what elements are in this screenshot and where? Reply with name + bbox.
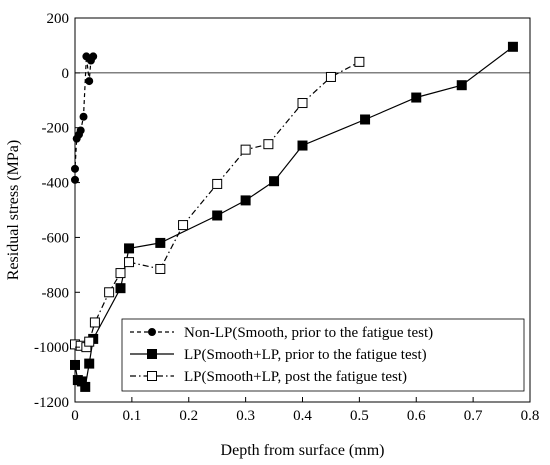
series-2-point — [70, 359, 80, 370]
x-axis-title: Depth from surface (mm) — [221, 442, 385, 459]
x-tick-label: 0.6 — [407, 408, 426, 424]
y-tick-label: -600 — [42, 230, 70, 246]
legend-box — [121, 318, 525, 392]
axis-layer: 0 0.1 0.2 0.3 0.4 0.5 0.6 0.7 0.8 200 0 -200 -400 -60… — [34, 11, 539, 424]
series-3-point — [212, 178, 223, 189]
y-tick-label: -400 — [42, 176, 70, 192]
legend-marker-1 — [148, 328, 156, 336]
series-1-point — [79, 112, 88, 121]
series-2-point — [507, 41, 518, 52]
legend-label-2: LP(Smooth+LP, prior to the fatigue test) — [184, 347, 427, 363]
series-3-point — [297, 98, 308, 109]
series-1-point — [71, 164, 79, 173]
series-2 — [70, 41, 518, 392]
series-1-point — [71, 175, 79, 184]
series-3-point — [354, 56, 365, 67]
series-2-point — [212, 210, 223, 221]
series-2-point — [84, 358, 95, 369]
y-tick-label: -200 — [42, 121, 70, 137]
legend-label-1: Non-LP(Smooth, prior to the fatigue test… — [184, 325, 433, 341]
y-tick-label: -1000 — [34, 340, 69, 356]
series-3-line — [74, 61, 360, 348]
x-tick-label: 0.4 — [293, 408, 312, 424]
series-3-point — [263, 139, 274, 150]
y-tick-label: -1200 — [34, 395, 69, 411]
series-3 — [70, 56, 365, 353]
y-tick-label: 0 — [62, 66, 70, 82]
series-3-point — [325, 71, 336, 82]
series-2-point — [80, 381, 91, 392]
series-1-point — [76, 126, 85, 135]
x-tick-label: 0.7 — [464, 408, 483, 424]
series-2-point — [155, 237, 166, 248]
y-axis-title: Residual stress (MPa) — [5, 140, 22, 280]
x-tick-label: 0 — [71, 408, 79, 424]
series-1-point — [89, 52, 98, 61]
series-2-point — [115, 283, 126, 294]
series-2-point — [360, 114, 371, 125]
y-tick-label: -800 — [42, 285, 70, 301]
legend-marker-3 — [147, 371, 157, 381]
series-3-point — [89, 317, 100, 328]
series-2-point — [297, 140, 308, 151]
series-3-point — [84, 336, 95, 347]
legend-marker-2 — [147, 349, 157, 359]
series-3-point — [155, 263, 166, 274]
legend-label-3: LP(Smooth+LP, post the fatigue test) — [184, 369, 407, 385]
series-1 — [71, 52, 98, 184]
legend: Non-LP(Smooth, prior to the fatigue test… — [121, 318, 525, 392]
series-3-point — [124, 257, 135, 268]
x-tick-label: 0.2 — [179, 408, 198, 424]
x-tick-label: 0.8 — [521, 408, 540, 424]
y-tick-label: 200 — [47, 11, 70, 27]
series-1-point — [85, 77, 94, 86]
series-3-point — [178, 220, 189, 231]
series-2-point — [124, 243, 135, 254]
x-tick-label: 0.5 — [350, 408, 369, 424]
series-2-point — [456, 80, 467, 91]
series-3-point — [115, 268, 126, 279]
x-tick-label: 0.1 — [123, 408, 142, 424]
series-3-point — [240, 144, 251, 155]
series-2-point — [411, 92, 422, 103]
series-2-point — [240, 195, 251, 206]
series-3-point — [104, 287, 115, 298]
x-tick-label: 0.3 — [236, 408, 255, 424]
series-layer — [70, 41, 518, 392]
series-2-point — [269, 176, 280, 187]
series-1-line — [74, 56, 94, 180]
